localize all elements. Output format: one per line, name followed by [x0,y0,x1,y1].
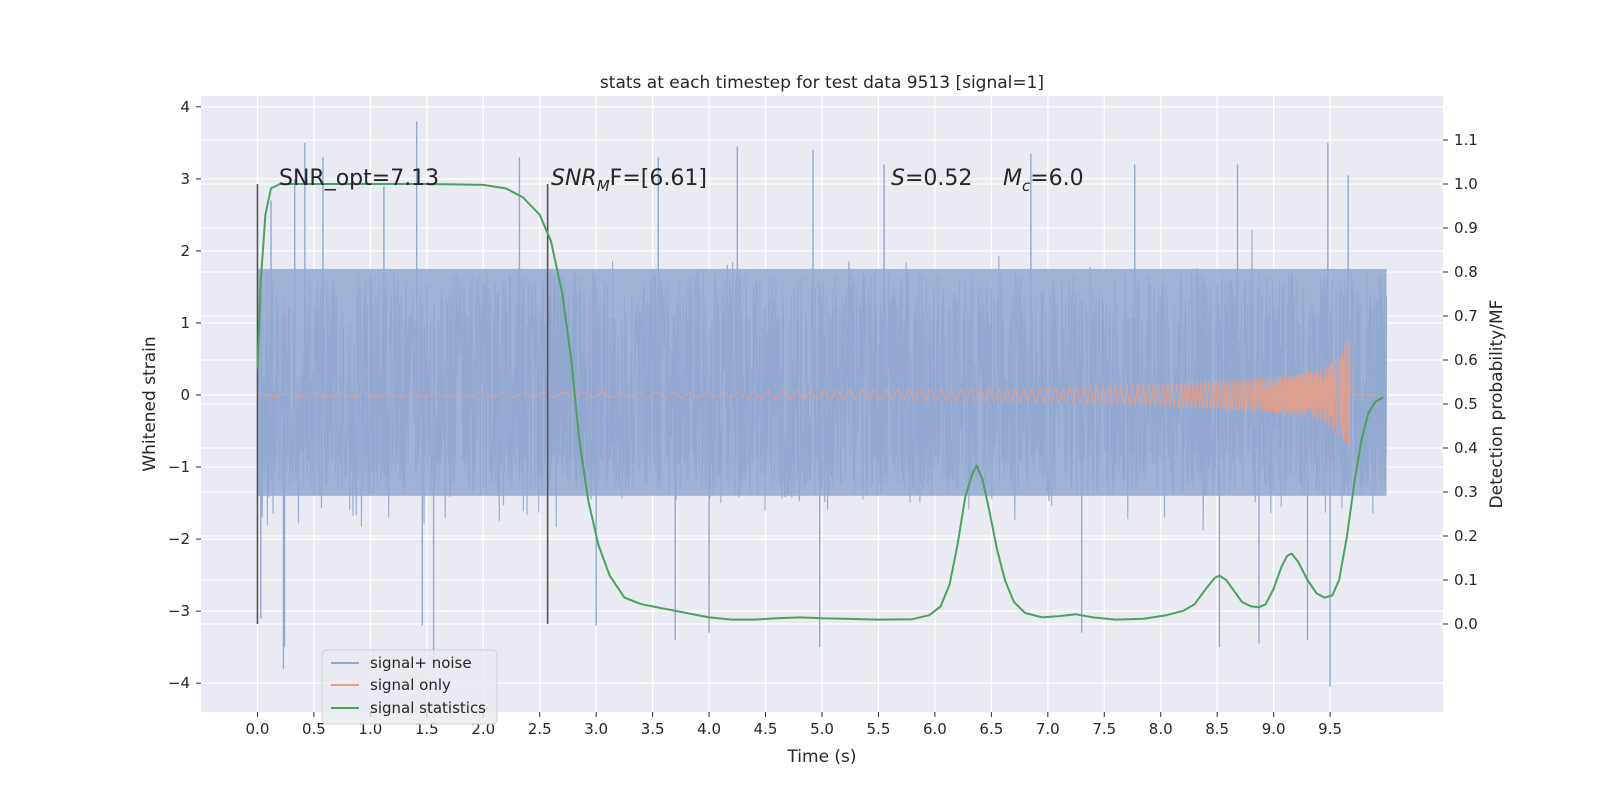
x-axis-label: Time (s) [786,747,856,767]
annotation-snr-mf-base: SNR [551,166,597,191]
x-tick-label: 3.5 [641,720,665,738]
x-tick-label: 6.5 [979,720,1003,738]
plot-content [256,121,1388,687]
y-tick-label-right: 0.0 [1454,615,1478,633]
x-tick-label: 9.5 [1318,720,1342,738]
y-tick-label-right: 0.8 [1454,263,1478,281]
y-tick-label-right: 0.1 [1454,571,1478,589]
annotation-s: S=0.52 [891,166,972,191]
legend-entry-signal-noise: signal+ noise [370,654,472,672]
legend-frame [321,649,498,725]
series-signal-statistics-line [256,183,1384,621]
x-ticks: 0.0 0.5 1.0 1.5 2.0 2.5 3.0 3.5 4.0 4.5 5.0 5.5 6.0 6… [246,712,1342,738]
annotation-mc-value: =6.0 [1030,166,1083,191]
y-tick-label-right: 0.4 [1454,439,1478,457]
y-ticks-right: 0.0 0.1 0.2 0.3 0.4 0.5 0.6 0.7 0.8 0.9 1.0 1.1 [1443,131,1478,633]
y-ticks-left: −4 −3 −2 −1 0 1 2 3 4 [168,98,201,692]
x-tick-label: 8.5 [1205,720,1229,738]
y-tick-label-left: 1 [180,314,190,332]
x-tick-label: 0.0 [246,720,270,738]
annotation-mc: Mc=6.0 [1003,166,1084,195]
annotation-s-label: S [891,166,905,191]
y-tick-label-right: 1.1 [1454,131,1478,149]
annotation-snr-mf-rest: F=[6.61] [610,166,707,191]
chart-title: stats at each timestep for test data 951… [600,73,1044,93]
vertical-markers [256,184,549,624]
x-tick-label: 5.0 [810,720,834,738]
y-tick-label-right: 0.3 [1454,483,1478,501]
x-tick-label: 9.0 [1262,720,1286,738]
y-tick-label-left: −1 [168,458,190,476]
y-tick-label-left: −3 [168,602,190,620]
legend: signal+ noise signal only signal statist… [321,649,498,725]
annotation-snr-mf-sub: M [597,177,610,195]
y-tick-label-left: 4 [180,98,190,116]
x-tick-label: 5.5 [867,720,891,738]
x-tick-label: 2.5 [528,720,552,738]
y-axis-label-right: Detection probability/MF [1487,300,1507,509]
x-tick-label: 3.0 [584,720,608,738]
series-signal-noise-line [256,230,1388,531]
x-tick-label: 0.5 [302,720,326,738]
x-tick-label: 8.0 [1149,720,1173,738]
x-tick-label: 7.5 [1092,720,1116,738]
stats-series-group [256,183,1384,621]
x-tick-label: 7.0 [1036,720,1060,738]
annotation-mc-base: M [1003,166,1022,191]
y-tick-label-left: 3 [180,170,190,188]
annotation-mc-sub: c [1022,177,1031,195]
annotation-snr-opt: SNR_opt=7.13 [279,166,439,191]
annotation-s-value: =0.52 [905,166,972,191]
legend-entry-signal-statistics: signal statistics [370,699,486,717]
y-tick-label-right: 0.9 [1454,219,1478,237]
noise-series-group [256,121,1388,687]
signal-series-group [257,339,1381,448]
x-tick-label: 6.0 [923,720,947,738]
y-tick-label-right: 1.0 [1454,175,1478,193]
x-tick-label: 4.0 [697,720,721,738]
y-tick-label-left: 2 [180,242,190,260]
x-tick-label: 4.5 [754,720,778,738]
annotation-snr-mf: SNRMF=[6.61] [551,166,707,195]
y-tick-label-right: 0.5 [1454,395,1478,413]
y-tick-label-left: −2 [168,530,190,548]
y-tick-label-right: 0.2 [1454,527,1478,545]
y-tick-label-left: −4 [168,674,190,692]
y-tick-label-left: 0 [180,386,190,404]
legend-entry-signal-only: signal only [370,676,451,694]
y-axis-label-left: Whitened strain [140,336,160,471]
y-tick-label-right: 0.6 [1454,351,1478,369]
y-tick-label-right: 0.7 [1454,307,1478,325]
series-signal-only-line [257,339,1381,448]
